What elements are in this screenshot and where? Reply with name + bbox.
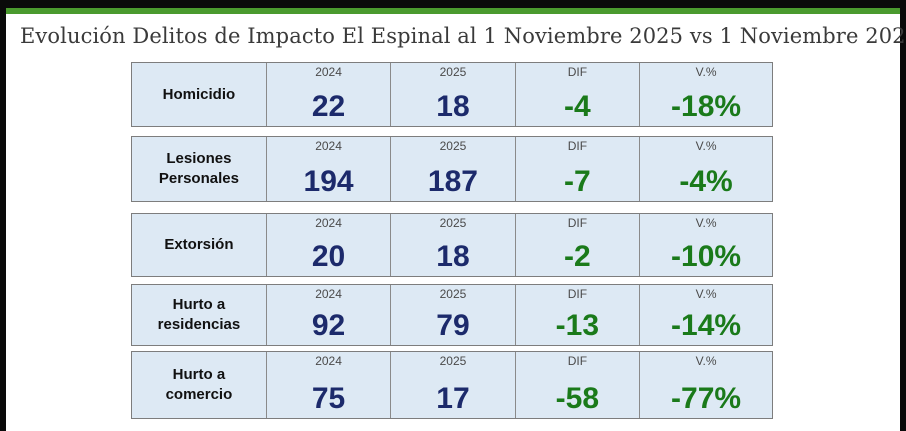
header-variation: V.% [695,139,717,153]
header-2025: 2025 [439,287,467,301]
header-variation: V.% [695,216,717,230]
difference-cell: DIF -13 [516,285,641,345]
crime-name: Lesiones Personales [159,149,239,189]
value-2025-cell: 2025 17 [391,352,516,418]
crime-name: Hurto a comercio [166,365,233,405]
variation-value: -18% [671,90,742,123]
variation-cell: V.% -18% [640,63,772,126]
crime-row-extorsion: Extorsión 2024 20 2025 18 DIF -2 V.% -10… [131,213,773,277]
header-2024: 2024 [315,287,342,301]
value-2024: 20 [311,240,346,273]
value-2024-cell: 2024 20 [267,214,392,276]
crime-name-cell: Lesiones Personales [132,137,267,201]
header-dif: DIF [567,287,588,301]
header-2024: 2024 [315,354,342,368]
value-2025: 17 [436,382,470,415]
value-2025: 79 [436,309,470,342]
header-dif: DIF [567,354,588,368]
header-2024: 2024 [315,139,342,153]
value-2025: 18 [436,90,470,123]
crime-name-line1: Extorsión [164,236,234,253]
variation-cell: V.% -4% [640,137,772,201]
value-2024-cell: 2024 92 [267,285,392,345]
difference-cell: DIF -58 [516,352,641,418]
variation-value: -77% [671,382,742,415]
header-accent-bar [6,8,900,14]
variation-cell: V.% -14% [640,285,772,345]
crime-name-line1: Hurto a [172,296,226,313]
header-2024: 2024 [315,216,342,230]
difference-cell: DIF -2 [516,214,641,276]
header-variation: V.% [695,287,717,301]
crime-row-hurto-residencias: Hurto a residencias 2024 92 2025 79 DIF … [131,284,773,346]
variation-cell: V.% -77% [640,352,772,418]
crime-name: Extorsión [164,235,233,255]
difference-value: -13 [555,309,600,342]
header-variation: V.% [695,354,717,368]
window-top-border [0,0,906,8]
crime-name: Homicidio [163,85,236,105]
value-2024: 75 [311,382,346,415]
variation-cell: V.% -10% [640,214,772,276]
difference-cell: DIF -4 [516,63,641,126]
crime-name-line1: Homicidio [162,85,236,103]
header-2025: 2025 [439,216,467,230]
header-2025: 2025 [439,139,467,153]
header-2025: 2025 [439,65,467,79]
crime-name-line1: Lesiones [166,150,232,167]
crime-name-line1: Hurto a [172,366,226,383]
crime-name-cell: Hurto a residencias [132,285,267,345]
value-2025-cell: 2025 187 [391,137,516,201]
value-2024-cell: 2024 194 [267,137,392,201]
window-right-border [900,0,906,431]
crime-name-cell: Hurto a comercio [132,352,267,418]
crime-row-lesiones: Lesiones Personales 2024 194 2025 187 DI… [131,136,773,202]
page-title: Evolución Delitos de Impacto El Espinal … [20,24,906,48]
value-2025-cell: 2025 18 [391,214,516,276]
crime-name-line2: Personales [158,170,239,187]
value-2025-cell: 2025 18 [391,63,516,126]
header-variation: V.% [695,65,717,79]
difference-value: -4 [564,90,591,123]
variation-value: -10% [671,240,742,273]
value-2025-cell: 2025 79 [391,285,516,345]
difference-value: -2 [564,240,591,273]
value-2024: 22 [311,90,346,123]
variation-value: -14% [671,309,742,342]
crime-name-cell: Extorsión [132,214,267,276]
value-2025: 18 [436,240,470,273]
crime-name-line2: comercio [165,386,233,403]
value-2024: 92 [311,309,346,342]
difference-value: -58 [555,382,600,415]
difference-cell: DIF -7 [516,137,641,201]
crime-name-cell: Homicidio [132,63,267,126]
crime-row-homicidio: Homicidio 2024 22 2025 18 DIF -4 V.% -18… [131,62,773,127]
crime-name-line2: residencias [157,316,241,333]
header-2024: 2024 [315,65,342,79]
crime-name: Hurto a residencias [158,295,241,335]
crime-row-hurto-comercio: Hurto a comercio 2024 75 2025 17 DIF -58… [131,351,773,419]
header-dif: DIF [567,139,588,153]
header-dif: DIF [567,65,588,79]
value-2024-cell: 2024 22 [267,63,392,126]
variation-value: -4% [679,165,733,198]
value-2025: 187 [427,165,478,198]
value-2024-cell: 2024 75 [267,352,392,418]
header-2025: 2025 [439,354,467,368]
difference-value: -7 [564,165,591,198]
value-2024: 194 [303,165,354,198]
header-dif: DIF [567,216,588,230]
window-left-border [0,0,6,431]
